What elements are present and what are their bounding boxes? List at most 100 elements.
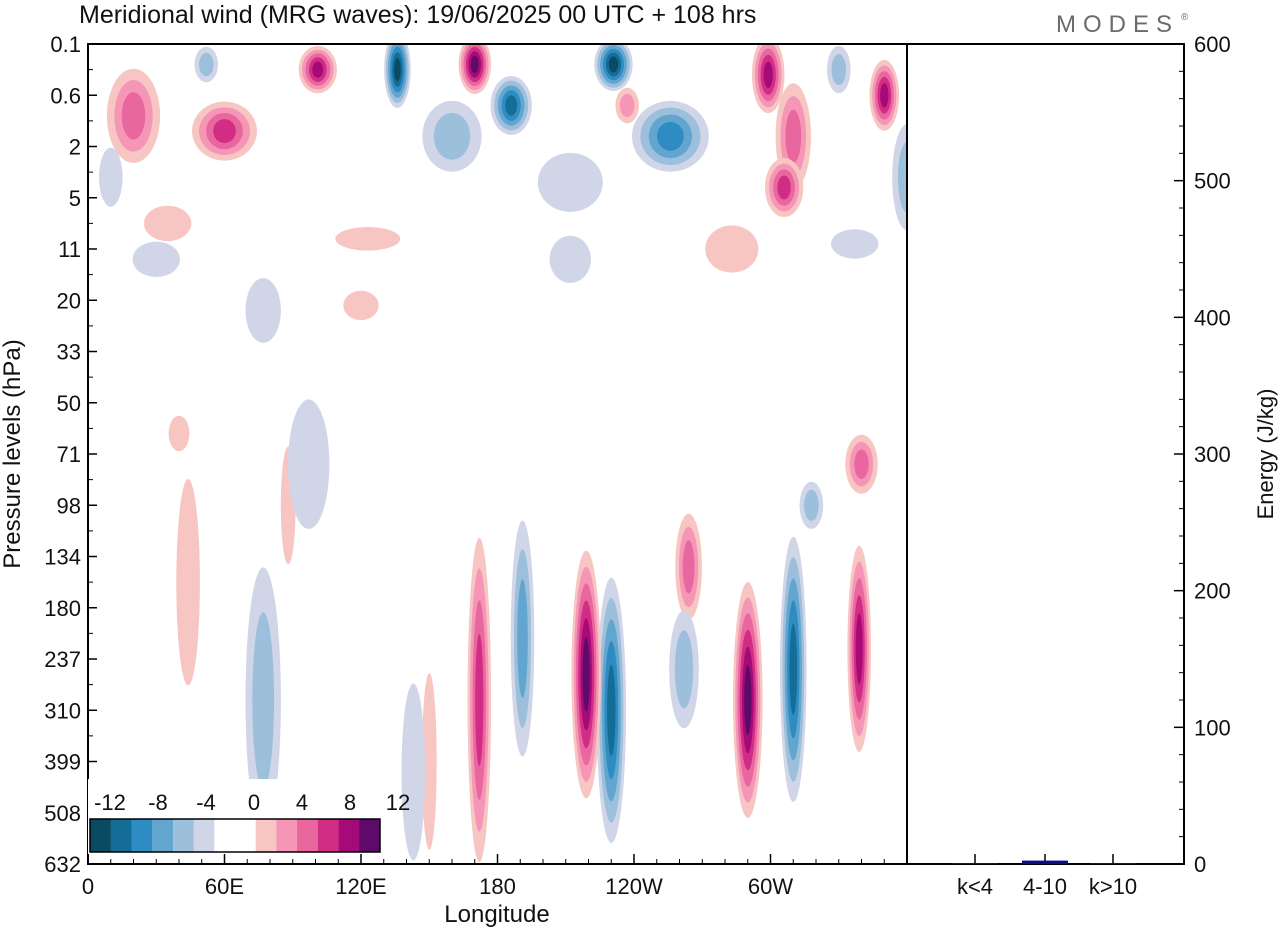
brand-logo: MODES xyxy=(1056,11,1179,38)
colorbar-swatch xyxy=(255,819,277,852)
y-tick-label: 11 xyxy=(58,237,81,262)
northerly-wind-cell xyxy=(764,158,804,217)
y-tick-label: 508 xyxy=(44,801,81,826)
wind-heatmap: 0.1 0.6 2 5 11 20 33 50 71 98 134 180 237 310 399 508 63… xyxy=(44,32,908,899)
northerly-wind-cell xyxy=(675,513,702,620)
energy-tick-label: 600 xyxy=(1194,32,1231,57)
southerly-wind-cell xyxy=(799,481,824,529)
energy-tick-label: 400 xyxy=(1194,305,1231,330)
x-tick-label: 0 xyxy=(82,874,94,899)
y-tick-label: 399 xyxy=(44,750,81,775)
colorbar-swatch xyxy=(338,819,360,852)
energy-bar-3 xyxy=(1090,863,1136,864)
y-tick-label: 71 xyxy=(57,442,81,467)
southerly-wind-cell xyxy=(384,44,411,108)
chart-title: Meridional wind (MRG waves): 19/06/2025 … xyxy=(79,1,756,29)
colorbar-swatch xyxy=(172,819,194,852)
northerly-wind-cell xyxy=(869,59,900,131)
energy-tick-label: 500 xyxy=(1194,169,1231,194)
y-tick-label: 33 xyxy=(57,340,81,365)
southerly-wind-cell xyxy=(245,567,281,833)
energy-category-label: k<4 xyxy=(957,874,993,899)
y-tick-label: 237 xyxy=(44,647,81,672)
energy-bar-2 xyxy=(1022,860,1068,864)
colorbar-swatch xyxy=(214,819,236,852)
northerly-wind-cell xyxy=(705,225,759,273)
colorbar-label: 8 xyxy=(344,790,356,815)
southerly-wind-cell xyxy=(194,46,219,83)
colorbar-swatch xyxy=(359,819,381,852)
northerly-wind-cell xyxy=(106,68,161,163)
colorbar-swatch xyxy=(90,819,111,852)
y-tick-label: 20 xyxy=(57,288,81,313)
energy-tick-label: 200 xyxy=(1194,579,1231,604)
northerly-wind-cell xyxy=(467,537,492,863)
northerly-wind-cell xyxy=(176,478,200,686)
colorbar-swatch xyxy=(297,819,319,852)
southerly-wind-cell xyxy=(245,278,281,343)
northerly-wind-cell xyxy=(847,545,871,752)
northerly-wind-cell xyxy=(343,290,379,321)
y-tick-label: 50 xyxy=(57,391,81,416)
x-tick-label: 180 xyxy=(479,874,516,899)
brand-logo-mark: ® xyxy=(1181,12,1189,23)
southerly-wind-cell xyxy=(510,520,535,757)
southerly-wind-cell xyxy=(669,610,699,729)
y-tick-label: 98 xyxy=(57,493,81,518)
colorbar-swatch xyxy=(152,819,174,852)
x-tick-label: 60W xyxy=(748,874,793,899)
northerly-wind-cell xyxy=(168,415,190,452)
southerly-wind-cell xyxy=(549,235,591,283)
northerly-wind-cell xyxy=(458,44,492,94)
southerly-wind-cell xyxy=(827,46,851,94)
energy-bar-1 xyxy=(952,863,998,864)
southerly-wind-cell xyxy=(537,152,603,212)
northerly-wind-cell xyxy=(571,550,601,799)
northerly-wind-cell xyxy=(335,227,401,251)
southerly-wind-cell xyxy=(632,100,709,172)
northerly-wind-cell xyxy=(733,582,763,818)
y-tick-label: 2 xyxy=(69,135,81,160)
energy-tick-label: 0 xyxy=(1194,852,1206,877)
southerly-wind-cell xyxy=(99,147,123,207)
northerly-wind-cell xyxy=(421,673,437,850)
northerly-wind-cell xyxy=(298,46,337,94)
x-tick-label: 120W xyxy=(605,874,663,899)
energy-axis-label: Energy (J/kg) xyxy=(1253,389,1278,520)
southerly-wind-cell xyxy=(490,76,532,135)
energy-tick-label: 300 xyxy=(1194,442,1231,467)
colorbar-swatch xyxy=(193,819,215,852)
southerly-wind-cell xyxy=(288,399,330,529)
southerly-wind-cell xyxy=(780,536,807,802)
colorbar-label: -4 xyxy=(196,790,216,815)
colorbar-swatch xyxy=(235,819,256,852)
southerly-wind-cell xyxy=(831,229,879,259)
y-tick-label: 180 xyxy=(44,596,81,621)
y-tick-label: 5 xyxy=(69,186,81,211)
x-tick-label: 60E xyxy=(205,874,244,899)
energy-category-label: k>10 xyxy=(1089,874,1137,899)
y-tick-label: 632 xyxy=(44,852,81,877)
x-tick-label: 120E xyxy=(335,874,386,899)
colorbar-label: -12 xyxy=(94,790,126,815)
y-axis-label: Pressure levels (hPa) xyxy=(0,339,26,568)
colorbar-swatch xyxy=(131,819,153,852)
colorbar-swatch xyxy=(276,819,298,852)
y-tick-label: 0.6 xyxy=(50,83,81,108)
northerly-wind-cell xyxy=(845,434,878,494)
colorbar-label: 4 xyxy=(296,790,308,815)
colorbar-label: 12 xyxy=(386,790,410,815)
northerly-wind-cell xyxy=(192,101,257,161)
southerly-wind-cell xyxy=(892,124,907,231)
y-tick-label: 310 xyxy=(44,698,81,723)
southerly-wind-cell xyxy=(594,44,633,91)
energy-frame xyxy=(906,43,1185,865)
energy-category-label: 4-10 xyxy=(1023,874,1067,899)
colorbar-label: -8 xyxy=(148,790,168,815)
colorbar-label: 0 xyxy=(248,790,260,815)
colorbar-swatch xyxy=(110,819,132,852)
southerly-wind-cell xyxy=(596,577,627,843)
southerly-wind-cell xyxy=(132,241,180,277)
colorbar-swatch xyxy=(317,819,339,852)
